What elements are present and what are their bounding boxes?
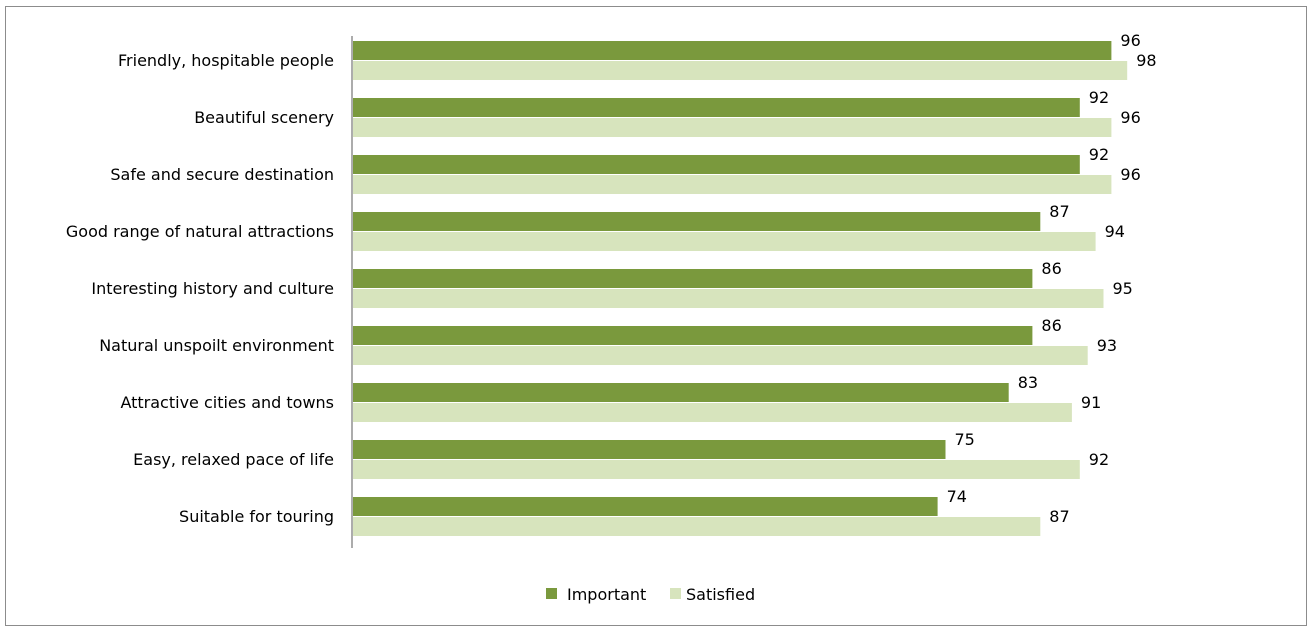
category-label: Attractive cities and towns (120, 393, 334, 412)
bar-important (353, 155, 1080, 174)
value-label-important: 75 (955, 430, 975, 449)
legend-swatch-satisfied (670, 588, 681, 599)
legend-label-important: Important (567, 585, 646, 604)
value-label-satisfied: 93 (1097, 336, 1117, 355)
value-label-important: 86 (1041, 316, 1061, 335)
value-label-important: 92 (1089, 88, 1109, 107)
bar-satisfied (353, 175, 1112, 194)
labels-layer: Friendly, hospitable people9698Beautiful… (66, 31, 1157, 526)
category-label: Good range of natural attractions (66, 222, 334, 241)
value-label-important: 92 (1089, 145, 1109, 164)
bar-important (353, 326, 1033, 345)
value-label-satisfied: 92 (1089, 450, 1109, 469)
value-label-important: 74 (947, 487, 967, 506)
value-label-important: 87 (1049, 202, 1069, 221)
value-label-satisfied: 96 (1120, 108, 1140, 127)
category-label: Safe and secure destination (110, 165, 334, 184)
bar-satisfied (353, 403, 1072, 422)
value-label-important: 83 (1018, 373, 1038, 392)
bar-satisfied (353, 289, 1104, 308)
bar-satisfied (353, 232, 1096, 251)
bar-satisfied (353, 460, 1080, 479)
bar-important (353, 440, 946, 459)
bars-layer (353, 41, 1128, 536)
value-label-satisfied: 98 (1136, 51, 1156, 70)
value-label-important: 86 (1041, 259, 1061, 278)
bar-satisfied (353, 118, 1112, 137)
category-label: Suitable for touring (179, 507, 334, 526)
bar-satisfied (353, 61, 1128, 80)
category-label: Interesting history and culture (91, 279, 334, 298)
bar-satisfied (353, 517, 1041, 536)
bar-important (353, 497, 938, 516)
category-label: Friendly, hospitable people (118, 51, 334, 70)
legend: Important Satisfied (546, 585, 755, 604)
category-label: Easy, relaxed pace of life (133, 450, 334, 469)
category-label: Natural unspoilt environment (99, 336, 334, 355)
bar-important (353, 269, 1033, 288)
legend-swatch-important (546, 588, 557, 599)
legend-label-satisfied: Satisfied (686, 585, 755, 604)
bar-important (353, 383, 1009, 402)
category-label: Beautiful scenery (194, 108, 334, 127)
value-label-satisfied: 94 (1105, 222, 1125, 241)
bar-satisfied (353, 346, 1088, 365)
value-label-satisfied: 96 (1120, 165, 1140, 184)
value-label-satisfied: 95 (1113, 279, 1133, 298)
bar-important (353, 41, 1112, 60)
bar-important (353, 212, 1041, 231)
value-label-important: 96 (1120, 31, 1140, 50)
value-label-satisfied: 91 (1081, 393, 1101, 412)
bar-important (353, 98, 1080, 117)
value-label-satisfied: 87 (1049, 507, 1069, 526)
